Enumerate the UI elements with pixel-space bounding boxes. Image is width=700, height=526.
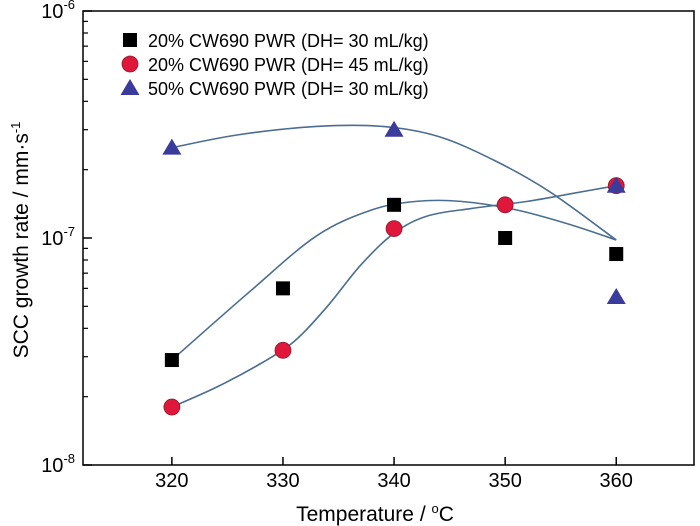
- y-tick-base: 10: [41, 455, 63, 477]
- x-axis-title: Temperature / oC: [296, 501, 454, 526]
- y-tick-base: 10: [41, 228, 63, 250]
- data-point-series-3: [606, 176, 626, 193]
- data-point-series-1: [387, 197, 402, 212]
- data-point-series-2: [163, 398, 181, 416]
- x-axis-title-text: Temperature /: [296, 503, 431, 526]
- y-tick-label: 10-8: [41, 451, 75, 477]
- data-point-series-1: [609, 247, 624, 262]
- data-point-series-1: [275, 281, 290, 296]
- data-point-series-2: [274, 341, 292, 359]
- data-point-series-1: [498, 231, 513, 245]
- legend-marker-series-1: [123, 33, 137, 47]
- x-tick-label: 360: [600, 470, 633, 492]
- y-axis: 10-810-710-6: [41, 0, 92, 477]
- data-point-series-2: [496, 196, 514, 214]
- fit-line-series-2: [171, 184, 617, 408]
- y-tick-label: 10-6: [41, 0, 75, 23]
- data-markers: [162, 120, 626, 416]
- legend-marker-series-3: [120, 79, 140, 95]
- y-axis-title-text: SCC growth rate / mm·s: [10, 133, 33, 358]
- legend-marker-series-2: [121, 55, 139, 73]
- x-tick-label: 340: [377, 470, 410, 492]
- legend-label-series-1: 20% CW690 PWR (DH= 30 mL/kg): [148, 31, 429, 51]
- data-point-series-3: [384, 120, 404, 137]
- data-point-series-1: [164, 353, 179, 368]
- x-tick-label: 320: [155, 470, 188, 492]
- x-axis: 320 330 340 350 360: [155, 457, 633, 492]
- y-tick-label: 10-7: [41, 224, 75, 250]
- y-tick-exponent: -6: [63, 0, 75, 12]
- legend: 20% CW690 PWR (DH= 30 mL/kg) 20% CW690 PW…: [120, 31, 429, 99]
- x-axis-unit-superscript: o: [432, 501, 439, 516]
- data-point-series-3: [162, 138, 182, 155]
- x-tick-label: 330: [266, 470, 299, 492]
- fit-line-series-3: [171, 124, 617, 241]
- y-tick-base: 10: [41, 1, 63, 23]
- x-axis-unit: C: [439, 503, 454, 526]
- data-point-series-2: [385, 220, 403, 238]
- y-axis-title: SCC growth rate / mm·s-1: [8, 122, 33, 359]
- fit-line-series-1: [171, 199, 617, 361]
- y-axis-unit-superscript: -1: [8, 122, 23, 134]
- y-tick-exponent: -8: [63, 451, 75, 466]
- data-point-series-3: [606, 287, 626, 304]
- y-tick-exponent: -7: [63, 224, 75, 239]
- legend-label-series-2: 20% CW690 PWR (DH= 45 mL/kg): [148, 55, 429, 75]
- fit-lines: [171, 124, 617, 408]
- x-tick-label: 350: [488, 470, 521, 492]
- legend-label-series-3: 50% CW690 PWR (DH= 30 mL/kg): [148, 79, 429, 99]
